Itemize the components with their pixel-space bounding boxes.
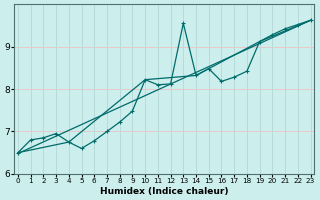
X-axis label: Humidex (Indice chaleur): Humidex (Indice chaleur): [100, 187, 228, 196]
